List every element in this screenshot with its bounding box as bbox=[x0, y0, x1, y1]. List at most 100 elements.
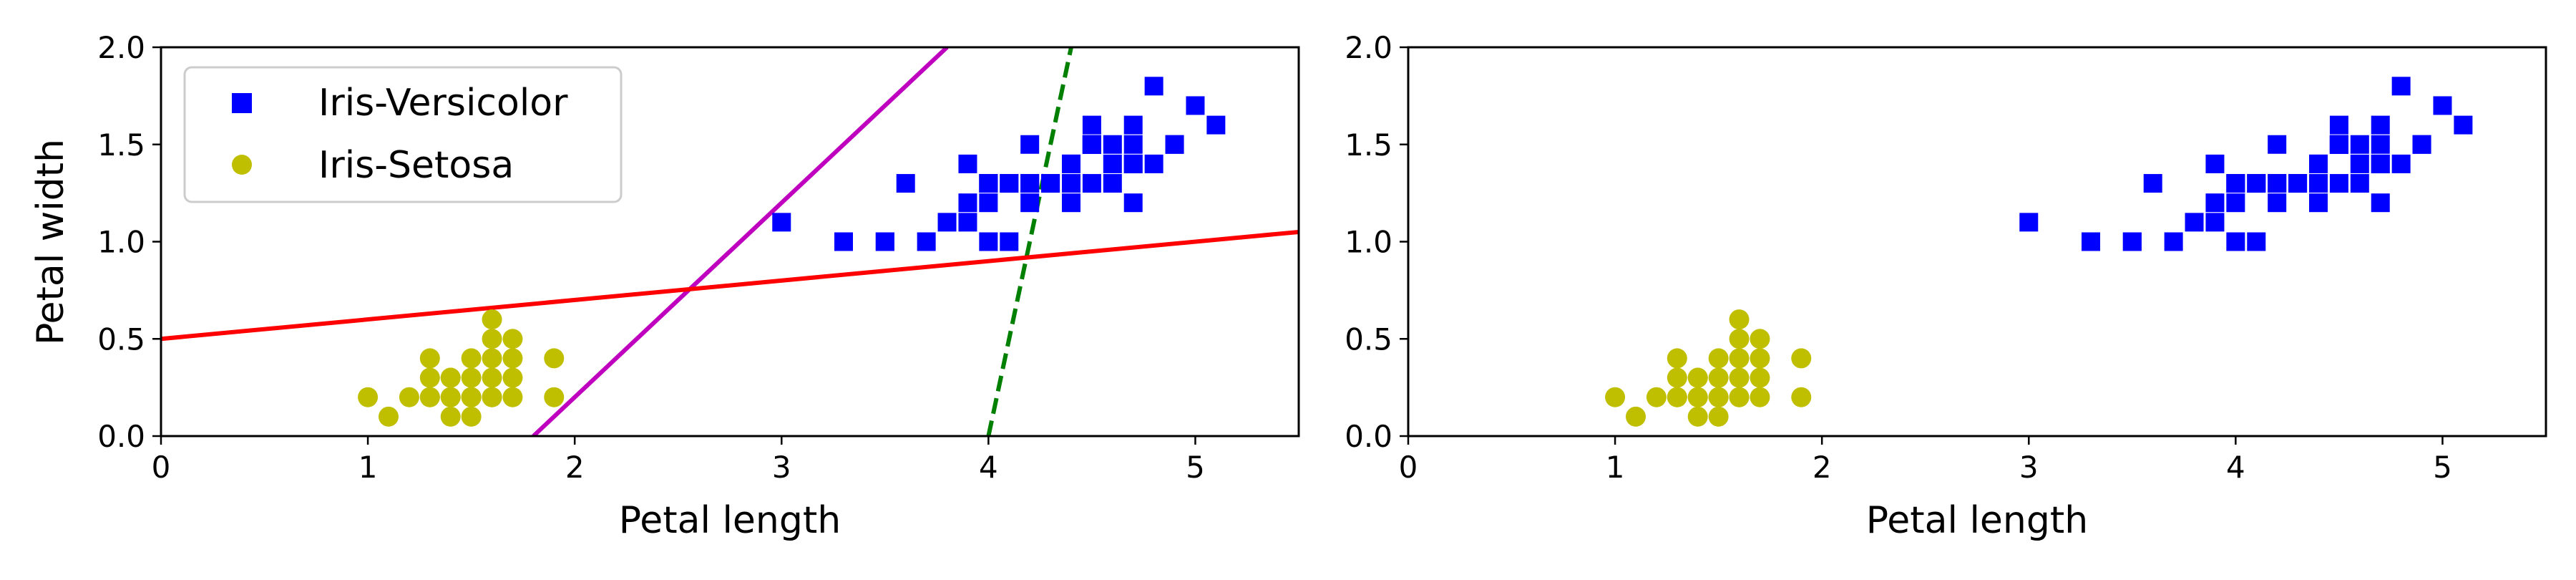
versicolor-point bbox=[1123, 193, 1143, 213]
setosa-point bbox=[1605, 387, 1626, 407]
right-y-tick-label: 1.5 bbox=[1345, 127, 1392, 163]
right-axes-frame bbox=[1407, 46, 2547, 438]
versicolor-point bbox=[1186, 96, 1205, 115]
versicolor-point bbox=[2391, 154, 2411, 173]
setosa-point bbox=[1729, 329, 1750, 349]
versicolor-point bbox=[834, 232, 853, 251]
versicolor-point bbox=[1206, 115, 1226, 135]
setosa-point bbox=[440, 387, 461, 407]
setosa-point bbox=[1667, 367, 1687, 388]
setosa-point bbox=[1626, 406, 1646, 427]
left-x-tick-label: 5 bbox=[1186, 450, 1205, 485]
setosa-point bbox=[419, 348, 440, 369]
versicolor-point bbox=[2329, 115, 2348, 135]
versicolor-point bbox=[772, 213, 791, 232]
setosa-point bbox=[1750, 367, 1770, 388]
versicolor-point bbox=[979, 232, 998, 251]
versicolor-point bbox=[2309, 174, 2328, 193]
versicolor-point bbox=[937, 213, 957, 232]
setosa-point bbox=[461, 387, 482, 407]
versicolor-point bbox=[2205, 213, 2225, 232]
left-x-tick-label: 0 bbox=[152, 450, 171, 485]
left-panel: 0 1 2 3 4 5 0.0 0.5 1.0 1.5 2.0 Petal length Peta… bbox=[29, 30, 1300, 542]
versicolor-point bbox=[2268, 174, 2287, 193]
right-y-tick-label: 0.0 bbox=[1345, 419, 1392, 454]
setosa-point bbox=[1750, 348, 1770, 369]
versicolor-point bbox=[2309, 193, 2328, 213]
versicolor-point bbox=[2019, 213, 2039, 232]
versicolor-point bbox=[2433, 96, 2452, 115]
setosa-point bbox=[419, 387, 440, 407]
right-x-tick-label: 0 bbox=[1399, 450, 1418, 485]
versicolor-point bbox=[2185, 213, 2204, 232]
versicolor-point bbox=[917, 232, 936, 251]
versicolor-point bbox=[958, 213, 977, 232]
boundary-line-1 bbox=[986, 47, 1073, 436]
setosa-point bbox=[502, 329, 523, 349]
versicolor-point bbox=[896, 174, 915, 193]
right-y-ticks: 0.0 0.5 1.0 1.5 2.0 bbox=[1345, 30, 1408, 454]
versicolor-point bbox=[2226, 174, 2245, 193]
left-y-tick-label: 0.0 bbox=[97, 419, 145, 454]
setosa-point bbox=[1708, 387, 1729, 407]
versicolor-point bbox=[1020, 193, 1040, 213]
versicolor-point bbox=[2288, 174, 2308, 193]
versicolor-point bbox=[2412, 135, 2431, 154]
setosa-point bbox=[1708, 406, 1729, 427]
versicolor-point bbox=[958, 193, 977, 213]
versicolor-point bbox=[1103, 154, 1122, 173]
setosa-point bbox=[1708, 348, 1729, 369]
legend-circle-marker bbox=[232, 155, 252, 175]
right-y-tick-label: 1.0 bbox=[1345, 225, 1392, 260]
right-x-tick-label: 4 bbox=[2226, 450, 2245, 485]
versicolor-point bbox=[1000, 232, 1019, 251]
versicolor-point bbox=[1082, 174, 1101, 193]
versicolor-point bbox=[2143, 174, 2162, 193]
versicolor-point bbox=[2226, 232, 2245, 251]
setosa-point bbox=[1708, 367, 1729, 388]
left-y-tick-label: 0.5 bbox=[97, 322, 145, 357]
setosa-point bbox=[1729, 309, 1750, 330]
setosa-point bbox=[1667, 387, 1687, 407]
versicolor-point bbox=[1165, 135, 1184, 154]
versicolor-point bbox=[1082, 135, 1101, 154]
boundary-line-3 bbox=[161, 229, 1299, 342]
setosa-point bbox=[544, 348, 565, 369]
legend-square-marker bbox=[232, 93, 252, 113]
versicolor-point bbox=[2226, 193, 2245, 213]
setosa-point bbox=[1791, 348, 1812, 369]
right-scatter-points bbox=[1605, 77, 2473, 427]
setosa-point bbox=[482, 329, 502, 349]
setosa-point bbox=[1750, 329, 1770, 349]
setosa-point bbox=[1667, 348, 1687, 369]
left-y-tick-label: 2.0 bbox=[97, 30, 145, 65]
setosa-point bbox=[1791, 387, 1812, 407]
left-x-ticks: 0 1 2 3 4 5 bbox=[152, 436, 1205, 485]
setosa-point bbox=[379, 406, 399, 427]
right-x-tick-label: 3 bbox=[2019, 450, 2039, 485]
right-x-axis-label: Petal length bbox=[1866, 499, 2088, 542]
setosa-point bbox=[1687, 387, 1708, 407]
legend-box bbox=[183, 66, 623, 203]
versicolor-point bbox=[979, 174, 998, 193]
setosa-point bbox=[461, 367, 482, 388]
setosa-point bbox=[1729, 367, 1750, 388]
versicolor-point bbox=[1020, 174, 1040, 193]
boundary-line-2 bbox=[532, 47, 949, 436]
versicolor-point bbox=[979, 193, 998, 213]
versicolor-point bbox=[1144, 77, 1163, 96]
versicolor-point bbox=[1020, 135, 1040, 154]
setosa-point bbox=[1750, 387, 1770, 407]
versicolor-point bbox=[2329, 135, 2348, 154]
setosa-point bbox=[1646, 387, 1667, 407]
versicolor-point bbox=[2371, 135, 2390, 154]
legend-label-setosa: Iris-Setosa bbox=[318, 144, 514, 187]
setosa-point bbox=[1687, 367, 1708, 388]
setosa-point bbox=[544, 387, 565, 407]
setosa-point bbox=[482, 387, 502, 407]
versicolor-point bbox=[1103, 174, 1122, 193]
left-x-tick-label: 3 bbox=[772, 450, 791, 485]
right-x-ticks: 0 1 2 3 4 5 bbox=[1399, 436, 2452, 485]
versicolor-point bbox=[2454, 115, 2473, 135]
versicolor-point bbox=[2371, 154, 2390, 173]
